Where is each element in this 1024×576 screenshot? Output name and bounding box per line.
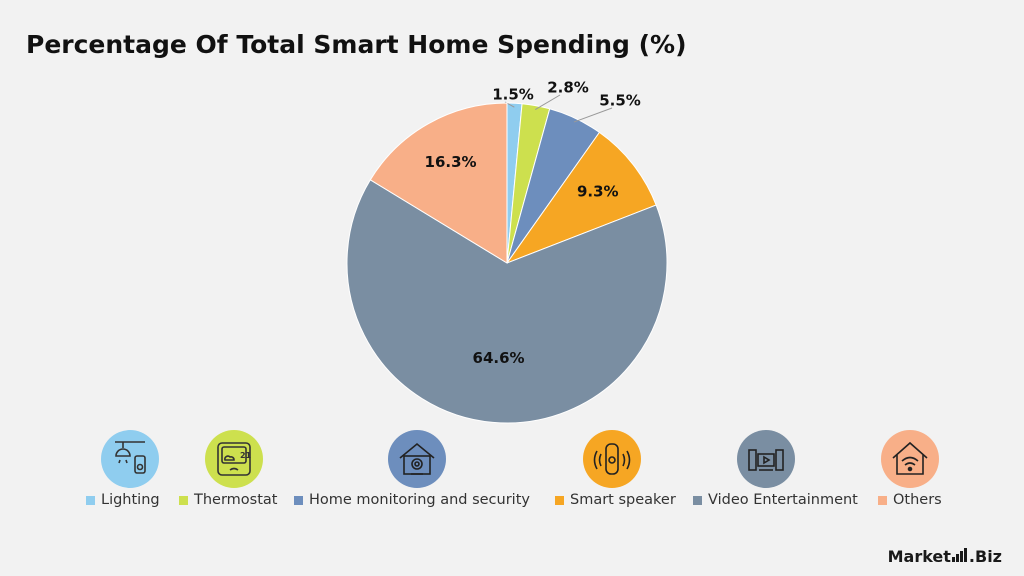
pie-chart: 1.5% 2.8% 5.5% 9.3% 64.6% 16.3% — [346, 79, 668, 424]
thermostat-reading: 21 — [240, 451, 252, 460]
legend-swatch — [693, 495, 702, 505]
label-leader-line — [535, 94, 561, 111]
pie-slice-video-entertainment — [346, 179, 668, 424]
pie-slice-smart-speaker — [505, 131, 657, 265]
pie-data-label: 64.6% — [473, 349, 525, 367]
legend-swatch — [179, 495, 188, 505]
brand-name-part1: Market — [887, 547, 951, 566]
smart-home-wifi-icon — [881, 430, 939, 488]
legend-item-thermostat: Thermostat — [179, 492, 277, 508]
lighting-icon — [101, 430, 159, 488]
label-leader-line — [573, 107, 613, 123]
legend-swatch — [294, 495, 303, 505]
legend-swatch — [878, 495, 887, 505]
video-entertainment-icon — [737, 430, 795, 488]
pie-data-label: 16.3% — [425, 153, 477, 171]
legend-label: Others — [893, 492, 942, 508]
pie-slice-others — [369, 102, 508, 264]
legend-label: Lighting — [101, 492, 160, 508]
legend-label: Home monitoring and security — [309, 492, 530, 508]
home-security-icon — [388, 430, 446, 488]
pie-data-label: 2.8% — [547, 79, 589, 97]
legend-label: Video Entertainment — [708, 492, 858, 508]
legend-item-home-monitoring: Home monitoring and security — [294, 492, 530, 508]
thermostat-icon: 21 — [205, 430, 263, 488]
chart-title: Percentage Of Total Smart Home Spending … — [26, 30, 687, 59]
logo-bars-icon — [951, 548, 968, 562]
legend: Lighting Thermostat Home monitoring and … — [0, 492, 1024, 514]
pie-data-label: 9.3% — [577, 183, 619, 201]
pie-data-label: 5.5% — [599, 92, 641, 110]
legend-label: Thermostat — [194, 492, 278, 508]
smart-speaker-icon — [583, 430, 641, 488]
legend-item-smart-speaker: Smart speaker — [555, 492, 676, 508]
brand-logo: Market .Biz — [888, 547, 1002, 566]
legend-label: Smart speaker — [570, 492, 676, 508]
legend-swatch — [555, 495, 564, 505]
brand-name-part2: .Biz — [968, 547, 1002, 566]
pie-data-label: 1.5% — [492, 86, 534, 104]
legend-item-video-entertainment: Video Entertainment — [693, 492, 858, 508]
legend-item-others: Others — [878, 492, 942, 508]
legend-swatch — [86, 495, 95, 505]
legend-item-lighting: Lighting — [86, 492, 160, 508]
